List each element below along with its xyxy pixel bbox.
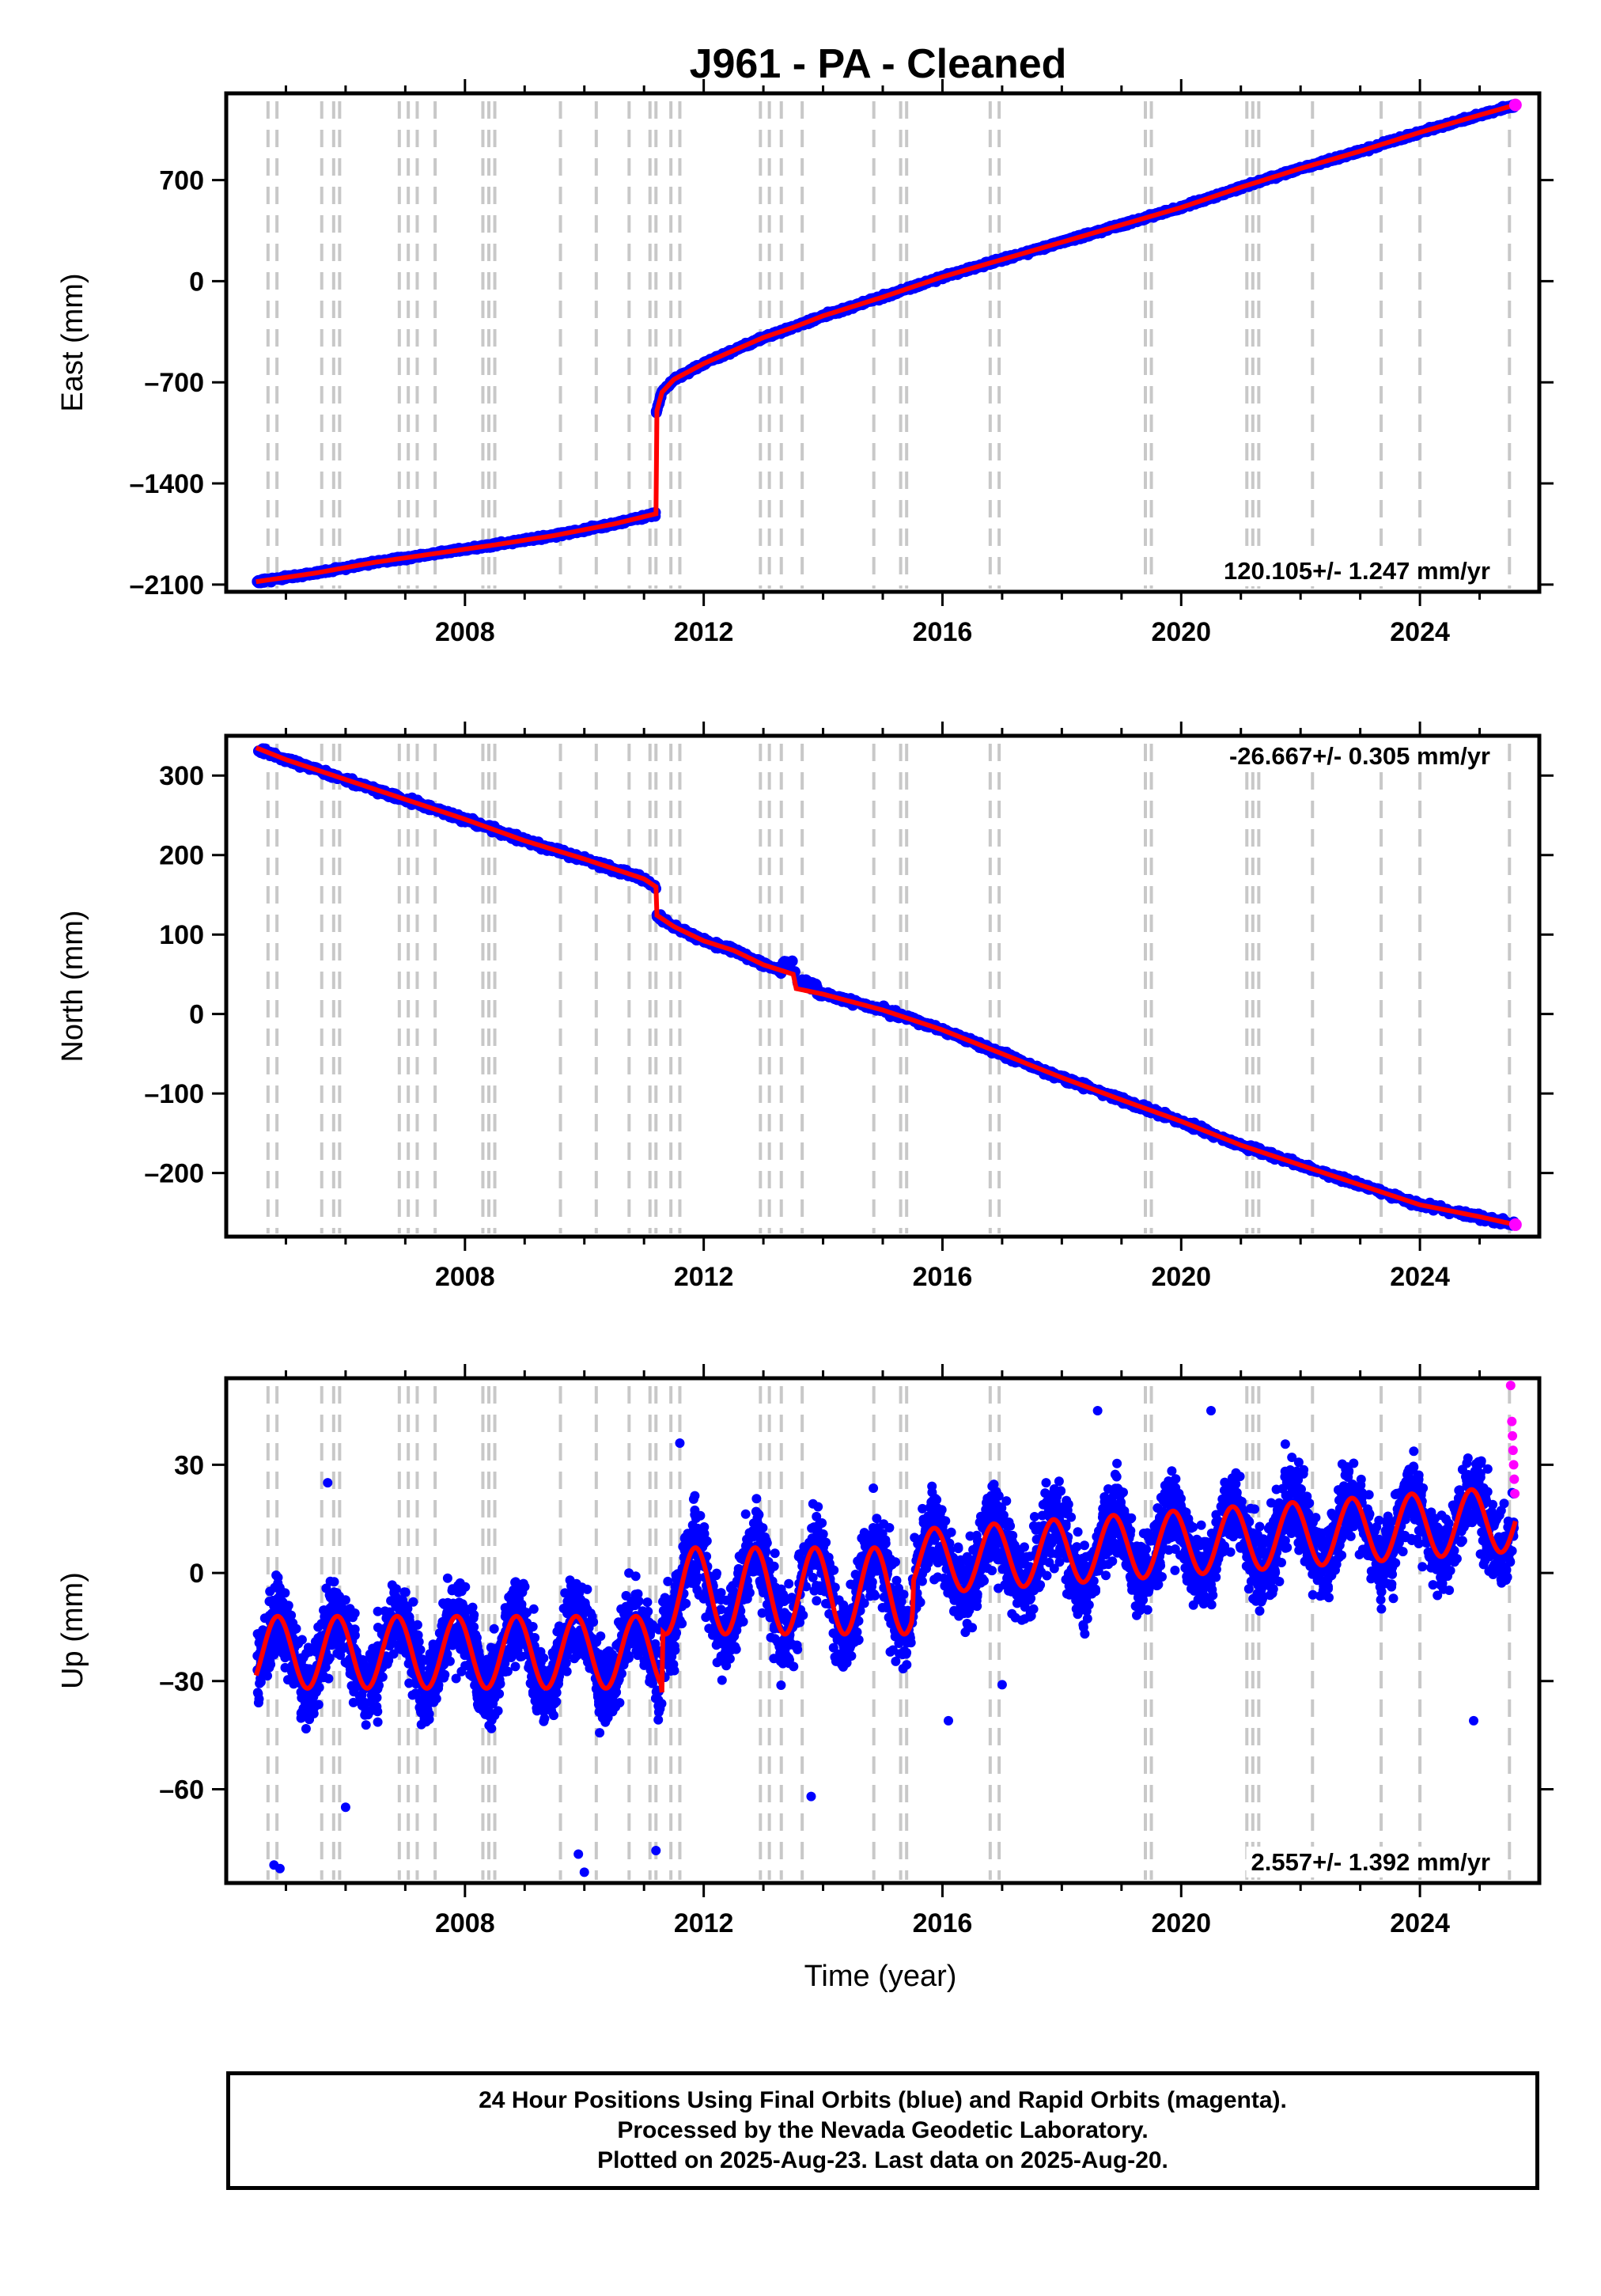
x-tick-label: 2016	[913, 617, 973, 647]
y-tick-label: 0	[189, 267, 204, 297]
final-orbit-points	[252, 99, 1520, 589]
x-tick-label: 2024	[1390, 617, 1450, 647]
north-panel: 2008 2012 2016 2020 2024–200–1000100200300No…	[56, 722, 1554, 1292]
y-tick-label: –2100	[129, 570, 204, 601]
final-orbit-points	[253, 743, 1520, 1231]
x-tick-label: 2020	[1151, 617, 1211, 647]
step-lines	[266, 101, 1512, 589]
y-tick-label: 700	[159, 166, 204, 196]
figure-title: J961 - PA - Cleaned	[690, 41, 1067, 87]
model-fit-line	[255, 102, 1516, 585]
x-tick-label: 2012	[674, 617, 734, 647]
y-tick-label: –700	[144, 368, 204, 398]
y-axis-label: East (mm)	[56, 273, 89, 411]
rapid-orbit-point	[1508, 98, 1522, 112]
plot-frame	[224, 91, 1542, 594]
velocity-label: 120.105+/- 1.247 mm/yr	[1224, 557, 1490, 585]
velocity-label-background	[1219, 555, 1495, 586]
y-tick-label: –1400	[129, 469, 204, 499]
x-tick-label: 2008	[435, 617, 495, 647]
east-panel: 2008 2012 2016 2020 2024 –2100 –1400 –700 0 700 Ea…	[56, 79, 1554, 647]
model-line-group	[255, 98, 1522, 585]
